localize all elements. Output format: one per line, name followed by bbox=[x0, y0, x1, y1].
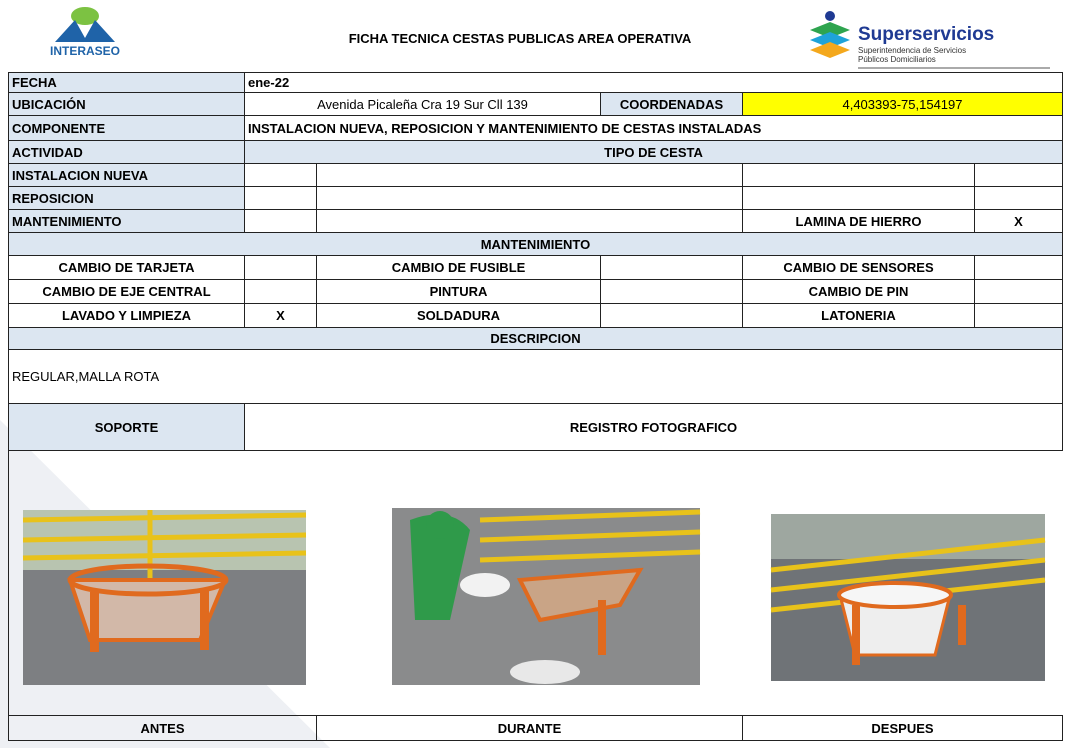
row-label: INSTALACION NUEVA bbox=[8, 163, 245, 187]
section-header: DESCRIPCION bbox=[8, 327, 1063, 350]
logo-subtitle: Superintendencia de Servicios bbox=[858, 46, 966, 55]
cell bbox=[244, 163, 317, 187]
section-header: MANTENIMIENTO bbox=[8, 232, 1063, 256]
item-label: SOLDADURA bbox=[316, 303, 601, 328]
label: UBICACIÓN bbox=[8, 92, 245, 116]
item-mark bbox=[244, 279, 317, 304]
item-label: CAMBIO DE SENSORES bbox=[742, 255, 975, 280]
photo-caption: ANTES bbox=[8, 715, 317, 741]
photo-caption: DESPUES bbox=[742, 715, 1063, 741]
cell bbox=[742, 163, 975, 187]
logo-name: Superservicios bbox=[858, 24, 994, 45]
cell: X bbox=[974, 209, 1063, 233]
row-label: REPOSICION bbox=[8, 186, 245, 210]
cell bbox=[244, 209, 317, 233]
item-label: CAMBIO DE FUSIBLE bbox=[316, 255, 601, 280]
item-mark bbox=[600, 255, 743, 280]
cell bbox=[244, 186, 317, 210]
label: FECHA bbox=[8, 72, 245, 93]
label: ACTIVIDAD bbox=[8, 140, 245, 164]
value: ene-22 bbox=[244, 72, 1063, 93]
item-label: CAMBIO DE TARJETA bbox=[8, 255, 245, 280]
label: COORDENADAS bbox=[600, 92, 743, 116]
photo-caption: DURANTE bbox=[316, 715, 743, 741]
item-label: CAMBIO DE PIN bbox=[742, 279, 975, 304]
cell bbox=[974, 163, 1063, 187]
item-label: CAMBIO DE EJE CENTRAL bbox=[8, 279, 245, 304]
item-mark bbox=[974, 255, 1063, 280]
description: REGULAR,MALLA ROTA bbox=[8, 349, 1063, 404]
item-mark: X bbox=[244, 303, 317, 328]
item-mark bbox=[974, 303, 1063, 328]
item-label: LATONERIA bbox=[742, 303, 975, 328]
cell bbox=[316, 163, 743, 187]
label: COMPONENTE bbox=[8, 115, 245, 141]
interaseo-logo: INTERASEO bbox=[50, 7, 120, 58]
logo-text: INTERASEO bbox=[50, 44, 120, 58]
cell bbox=[974, 186, 1063, 210]
label: SOPORTE bbox=[8, 403, 245, 451]
item-label: LAVADO Y LIMPIEZA bbox=[8, 303, 245, 328]
photo-area bbox=[8, 450, 1063, 716]
item-mark bbox=[600, 303, 743, 328]
value: Avenida Picaleña Cra 19 Sur Cll 139 bbox=[244, 92, 601, 116]
form-title: FICHA TECNICA CESTAS PUBLICAS AREA OPERA… bbox=[348, 30, 692, 46]
cell bbox=[316, 186, 743, 210]
value: INSTALACION NUEVA, REPOSICION Y MANTENIM… bbox=[244, 115, 1063, 141]
item-label: PINTURA bbox=[316, 279, 601, 304]
cell bbox=[742, 186, 975, 210]
cell bbox=[316, 209, 743, 233]
section-header: TIPO DE CESTA bbox=[244, 140, 1063, 164]
item-mark bbox=[244, 255, 317, 280]
item-mark bbox=[600, 279, 743, 304]
section-header: REGISTRO FOTOGRAFICO bbox=[244, 403, 1063, 451]
value: 4,403393-75,154197 bbox=[742, 92, 1063, 116]
row-label: MANTENIMIENTO bbox=[8, 209, 245, 233]
logo-subtitle: Públicos Domiciliarios bbox=[858, 55, 936, 64]
item-mark bbox=[974, 279, 1063, 304]
superservicios-logo: Superservicios Superintendencia de Servi… bbox=[810, 11, 1050, 69]
cell: LAMINA DE HIERRO bbox=[742, 209, 975, 233]
